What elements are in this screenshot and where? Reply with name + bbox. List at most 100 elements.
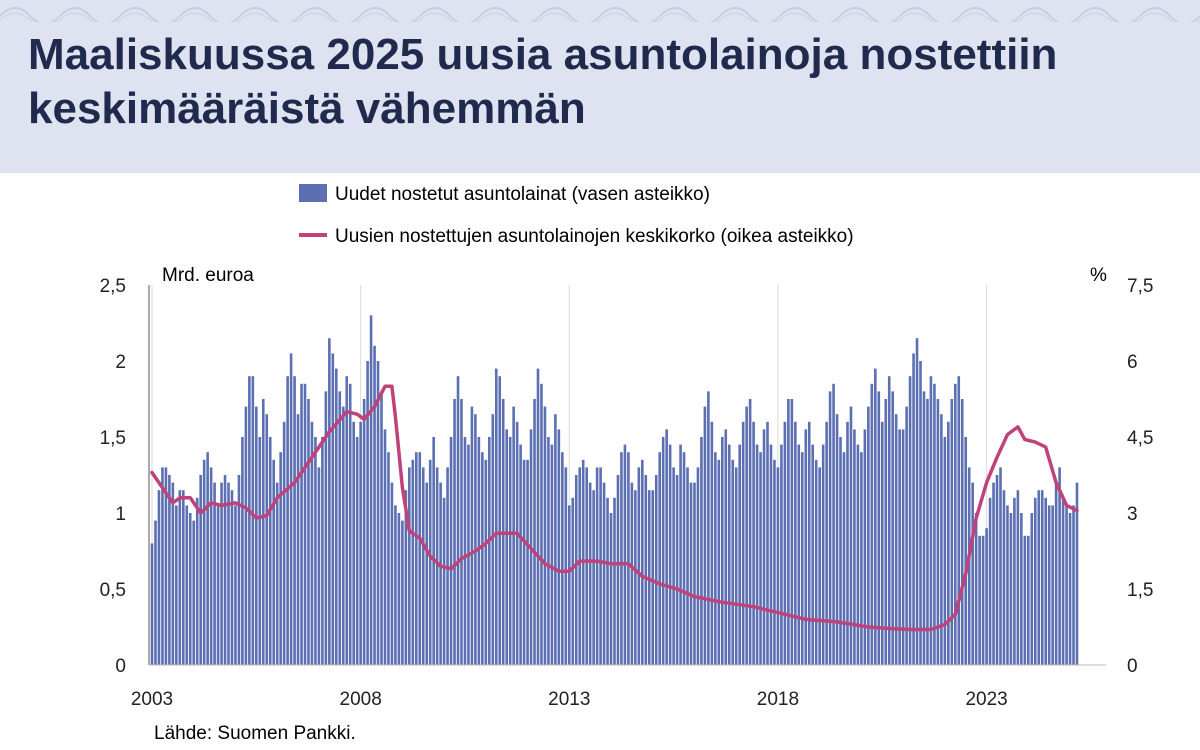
bar [324, 391, 328, 665]
bar [769, 444, 773, 665]
bar [164, 467, 168, 665]
bar [602, 482, 606, 665]
bar [721, 437, 724, 665]
bar [380, 391, 383, 665]
bar-series [150, 315, 1079, 665]
bar [898, 429, 901, 665]
bar [867, 406, 870, 665]
bar [488, 437, 491, 665]
bar [317, 467, 321, 665]
bar [693, 482, 696, 665]
bar [644, 475, 648, 665]
bar [206, 452, 209, 665]
bar [303, 383, 307, 665]
bar [463, 437, 467, 665]
bar [787, 399, 790, 665]
bar [383, 429, 387, 665]
bar [1006, 505, 1009, 665]
bar [526, 459, 529, 665]
bar [216, 505, 220, 665]
bar [366, 361, 369, 665]
bar [974, 513, 978, 665]
bar [512, 406, 515, 665]
bar [588, 482, 592, 665]
bar [536, 368, 540, 665]
y-right-tick-label: 0 [1127, 656, 1138, 677]
bar [759, 452, 762, 665]
bar [362, 399, 366, 665]
bar [915, 338, 919, 665]
bar [953, 383, 957, 665]
bar [762, 429, 766, 665]
x-tick-label: 2008 [340, 689, 382, 710]
bar [331, 353, 335, 665]
bar [161, 467, 164, 665]
bar [661, 437, 665, 665]
bar [1040, 490, 1044, 665]
bar [154, 520, 157, 665]
bar [825, 421, 828, 665]
bar [794, 421, 797, 665]
bar [192, 520, 196, 665]
bar [606, 497, 609, 665]
bar [307, 399, 310, 665]
bar [783, 421, 787, 665]
y-left-ticks: 0 0,5 1 1,5 2 2,5 [100, 276, 126, 677]
bar [282, 421, 286, 665]
source-note: Lähde: Suomen Pankki. [154, 723, 356, 744]
bar [286, 376, 289, 665]
bar [442, 497, 446, 665]
bar [967, 467, 971, 665]
y-left-tick-label: 1 [115, 504, 126, 525]
legend-line-label: Uusien nostettujen asuntolainojen keskik… [335, 226, 854, 247]
bar [971, 482, 974, 665]
bar [508, 437, 512, 665]
bar [1009, 513, 1013, 665]
y-right-tick-label: 6 [1127, 352, 1138, 373]
bar [505, 429, 508, 665]
bar [689, 482, 693, 665]
bar [209, 467, 213, 665]
bar [773, 459, 776, 665]
bar [727, 444, 731, 665]
bar [369, 315, 373, 665]
bar [707, 391, 710, 665]
bar [258, 437, 262, 665]
header-banner: Maaliskuussa 2025 uusia asuntolainoja no… [0, 0, 1200, 173]
bar [195, 497, 199, 665]
bar [453, 399, 456, 665]
bar [675, 475, 679, 665]
bar [202, 459, 206, 665]
bar [470, 406, 474, 665]
bar [408, 467, 411, 665]
bar [404, 490, 408, 665]
bar [658, 452, 662, 665]
bar [296, 414, 300, 665]
bar [714, 452, 717, 665]
bar [835, 414, 839, 665]
bar [724, 429, 728, 665]
bar [700, 437, 703, 665]
bar [950, 399, 954, 665]
bar [418, 452, 422, 665]
bar [839, 437, 842, 665]
bar [241, 437, 244, 665]
bar [686, 467, 689, 665]
bar [595, 467, 599, 665]
bar [696, 467, 700, 665]
bar [494, 368, 498, 665]
bar [752, 421, 755, 665]
bar [863, 429, 867, 665]
bar [933, 383, 936, 665]
y-left-tick-label: 2 [115, 352, 126, 373]
bar [373, 345, 376, 665]
bar [828, 391, 832, 665]
page-title: Maaliskuussa 2025 uusia asuntolainoja no… [28, 30, 1058, 133]
bar [571, 497, 575, 665]
bar [668, 444, 672, 665]
bar [578, 467, 582, 665]
bar [1075, 482, 1079, 665]
bar [255, 406, 258, 665]
bar [599, 467, 602, 665]
bar [745, 406, 748, 665]
